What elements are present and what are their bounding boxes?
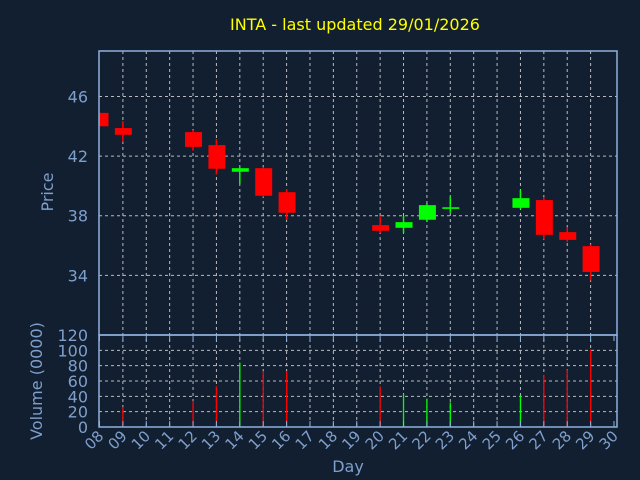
candle-22 xyxy=(418,203,436,222)
candle-28 xyxy=(559,227,577,242)
x-tick-label: 10 xyxy=(128,427,154,453)
x-tick-label: 24 xyxy=(455,427,481,453)
price-tick-label: 46 xyxy=(68,87,88,106)
x-tick-label: 14 xyxy=(221,427,247,453)
x-tick-label: 16 xyxy=(268,427,294,453)
candle-27 xyxy=(535,197,553,240)
price-tick-label: 38 xyxy=(68,207,88,226)
volume-tick-label: 0 xyxy=(78,418,88,437)
x-axis-label: Day xyxy=(332,457,364,476)
candle-body xyxy=(278,192,296,213)
price-tick-label: 42 xyxy=(68,147,88,166)
x-tick-label: 21 xyxy=(385,427,411,453)
x-tick-label: 27 xyxy=(525,427,551,453)
candles xyxy=(98,112,600,427)
price-plot-frame xyxy=(98,50,618,336)
candle-body xyxy=(512,198,530,208)
candle-12 xyxy=(185,130,203,151)
candle-29 xyxy=(582,244,600,281)
tick-labels: 3438424602040608010012008091011121314151… xyxy=(57,87,621,453)
y-axis-label-volume: Volume (0000) xyxy=(27,322,46,440)
candle-body xyxy=(395,222,413,228)
x-tick-label: 09 xyxy=(104,427,130,453)
candle-body xyxy=(185,132,203,147)
x-tick-label: 29 xyxy=(572,427,598,453)
x-tick-label: 19 xyxy=(338,427,364,453)
chart-title: INTA - last updated 29/01/2026 xyxy=(230,15,480,34)
candle-body xyxy=(99,112,109,127)
gridlines xyxy=(99,51,617,427)
candle-26 xyxy=(512,190,530,209)
y-axis-label-price: Price xyxy=(38,172,57,211)
candle-body xyxy=(442,207,460,209)
candle-15 xyxy=(255,167,273,197)
x-tick-label: 15 xyxy=(245,427,271,453)
candle-body xyxy=(231,168,249,172)
candle-21 xyxy=(395,216,413,233)
price-tick-label: 34 xyxy=(68,266,88,285)
candle-body xyxy=(208,145,226,169)
x-tick-label: 20 xyxy=(362,427,388,453)
candle-16 xyxy=(278,189,296,220)
volume-tick-label: 20 xyxy=(68,403,88,422)
candle-body xyxy=(255,168,273,196)
candle-body xyxy=(418,205,436,220)
x-tick-label: 18 xyxy=(315,427,341,453)
x-tick-label: 13 xyxy=(198,427,224,453)
x-tick-label: 23 xyxy=(432,427,458,453)
volume-tick-label: 120 xyxy=(57,326,88,345)
x-tick-label: 26 xyxy=(502,427,528,453)
axes xyxy=(98,50,618,428)
candle-23 xyxy=(442,196,460,213)
candle-body xyxy=(535,200,553,235)
candle-09 xyxy=(114,121,132,142)
volume-tick-label: 100 xyxy=(57,341,88,360)
volume-plot-frame xyxy=(98,334,618,428)
candle-body xyxy=(372,225,390,231)
volume-tick-label: 40 xyxy=(68,387,88,406)
candle-body xyxy=(114,128,132,135)
candle-body xyxy=(582,246,600,272)
x-tick-label: 22 xyxy=(409,427,435,453)
x-tick-label: 17 xyxy=(292,427,318,453)
x-tick-label: 28 xyxy=(549,427,575,453)
x-tick-label: 25 xyxy=(479,427,505,453)
candle-13 xyxy=(208,139,226,175)
candle-08 xyxy=(98,112,109,127)
x-tick-label: 12 xyxy=(175,427,201,453)
candle-20 xyxy=(372,216,390,233)
candle-body xyxy=(559,232,577,240)
volume-tick-label: 60 xyxy=(68,372,88,391)
x-tick-label: 11 xyxy=(151,427,177,453)
x-tick-label: 30 xyxy=(596,427,622,453)
candle-14 xyxy=(231,167,249,184)
volume-tick-label: 80 xyxy=(68,357,88,376)
